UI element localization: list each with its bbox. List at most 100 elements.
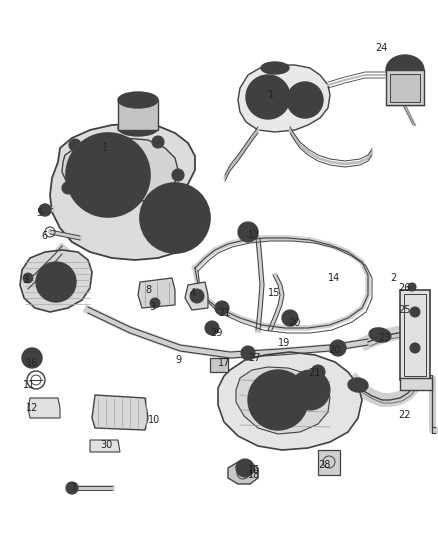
Circle shape [27,353,37,363]
Text: 13: 13 [248,230,260,240]
Circle shape [190,289,204,303]
Polygon shape [92,395,148,430]
Circle shape [258,380,298,420]
Text: 25: 25 [398,305,410,315]
Text: 6: 6 [41,231,47,241]
Text: 8: 8 [145,285,151,295]
Text: 18: 18 [248,470,260,480]
Ellipse shape [396,63,414,77]
Polygon shape [90,440,120,452]
Text: 3: 3 [149,302,155,312]
Text: 23: 23 [378,333,390,343]
Text: 24: 24 [375,43,387,53]
Circle shape [150,193,200,243]
Text: 9: 9 [175,355,181,365]
Text: 17: 17 [218,358,230,368]
Bar [400,290,430,380]
Circle shape [410,307,420,317]
Circle shape [22,348,42,368]
Circle shape [140,183,210,253]
Text: 30: 30 [100,440,112,450]
Text: 1: 1 [102,143,108,153]
Circle shape [290,370,330,410]
Circle shape [36,262,76,302]
Ellipse shape [390,59,420,81]
Ellipse shape [369,328,391,342]
Circle shape [152,136,164,148]
Text: 16: 16 [26,358,38,368]
Polygon shape [20,250,92,312]
Text: 3: 3 [22,275,28,285]
Circle shape [98,165,118,185]
Circle shape [88,155,128,195]
Circle shape [76,143,140,207]
Text: 1: 1 [268,90,274,100]
Text: 20: 20 [288,318,300,328]
Circle shape [66,482,78,494]
Circle shape [65,185,71,191]
Circle shape [39,204,51,216]
Polygon shape [185,282,208,310]
Circle shape [161,204,189,232]
Polygon shape [138,278,175,308]
Circle shape [167,202,173,208]
Circle shape [62,182,74,194]
Text: 14: 14 [328,273,340,283]
Polygon shape [50,124,205,260]
Circle shape [236,459,254,477]
Circle shape [175,172,181,178]
Circle shape [155,139,161,145]
Circle shape [169,212,181,224]
Text: 7: 7 [70,483,76,493]
Text: 28: 28 [318,460,330,470]
Text: 4: 4 [190,288,196,298]
Ellipse shape [386,55,424,85]
Circle shape [150,298,160,308]
Circle shape [282,310,298,326]
Text: 21: 21 [218,308,230,318]
Text: 11: 11 [23,380,35,390]
Text: 27: 27 [248,353,261,363]
Ellipse shape [348,378,368,392]
Circle shape [23,273,33,283]
Circle shape [241,346,255,360]
Text: 20: 20 [328,345,340,355]
Bar [210,358,228,372]
Circle shape [287,82,323,118]
Circle shape [69,139,81,151]
Circle shape [246,75,290,119]
Circle shape [410,343,420,353]
Circle shape [205,321,219,335]
Polygon shape [28,398,60,418]
Ellipse shape [261,62,289,74]
Bar [386,70,424,105]
Circle shape [260,89,276,105]
Ellipse shape [118,92,158,108]
Polygon shape [62,138,178,204]
Circle shape [374,329,386,341]
Polygon shape [218,352,362,450]
Circle shape [311,365,325,379]
Text: 19: 19 [278,338,290,348]
Circle shape [408,283,416,291]
Circle shape [330,340,346,356]
Text: 22: 22 [398,410,410,420]
Circle shape [164,199,176,211]
Bar [390,74,420,102]
Circle shape [102,202,108,208]
Circle shape [66,133,150,217]
Polygon shape [236,367,330,434]
Text: 5: 5 [36,208,42,218]
Circle shape [72,142,78,148]
Circle shape [172,169,184,181]
Bar [118,100,158,130]
Circle shape [248,370,308,430]
Text: 2: 2 [390,273,396,283]
Bar [318,450,340,475]
Bar [400,378,432,390]
Circle shape [215,301,229,315]
Circle shape [253,82,283,112]
Polygon shape [228,462,258,484]
Circle shape [294,89,316,111]
Ellipse shape [118,120,158,136]
